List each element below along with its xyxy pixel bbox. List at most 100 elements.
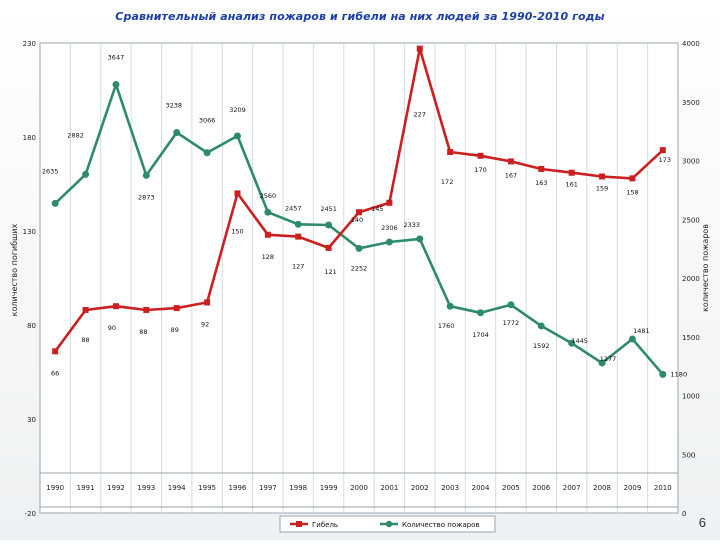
data-label: 2451: [320, 205, 337, 213]
data-point: [628, 335, 636, 343]
data-point: [264, 208, 272, 216]
data-label: 2873: [138, 193, 155, 201]
x-tick-label: 1993: [137, 484, 155, 492]
data-label: 167: [505, 171, 517, 179]
data-label: 128: [262, 253, 274, 261]
data-label: 127: [292, 263, 304, 271]
data-point: [507, 301, 515, 309]
data-point: [537, 322, 545, 330]
right-tick-label: 3000: [682, 158, 700, 166]
x-tick-label: 2000: [350, 484, 368, 492]
right-axis-label: количество пожаров: [701, 224, 710, 312]
data-point: [234, 190, 241, 197]
data-label: 145: [371, 205, 383, 213]
data-label: 150: [231, 227, 243, 235]
x-tick-label: 2006: [532, 484, 550, 492]
data-label: 170: [474, 166, 486, 174]
data-label: 1772: [503, 319, 520, 327]
data-label: 2252: [351, 264, 368, 272]
x-tick-label: 2003: [441, 484, 459, 492]
left-tick-label: 180: [23, 134, 36, 142]
data-point: [599, 173, 606, 180]
data-label: 3209: [229, 106, 246, 114]
data-label: 2306: [381, 224, 398, 232]
data-label: 172: [441, 178, 453, 186]
data-point: [143, 306, 150, 313]
data-point: [355, 244, 363, 252]
x-tick-label: 1991: [77, 484, 95, 492]
data-label: 173: [659, 156, 671, 164]
x-tick-label: 1998: [289, 484, 307, 492]
data-point: [204, 299, 211, 306]
legend-marker: [385, 520, 393, 528]
data-point: [51, 199, 59, 207]
data-label: 227: [414, 111, 426, 119]
data-point: [507, 158, 514, 165]
data-point: [142, 171, 150, 179]
data-point: [112, 80, 120, 88]
x-tick-label: 1999: [320, 484, 338, 492]
data-label: 2333: [403, 221, 420, 229]
x-tick-label: 1996: [229, 484, 247, 492]
data-point: [659, 370, 667, 378]
data-point: [295, 233, 302, 240]
data-point: [477, 309, 485, 317]
data-label: 163: [535, 179, 547, 187]
data-label: 89: [171, 326, 179, 334]
data-label: 140: [351, 216, 363, 224]
data-label: 90: [108, 324, 116, 332]
data-point: [52, 348, 59, 355]
x-tick-label: 2002: [411, 484, 429, 492]
data-label: 1180: [671, 370, 688, 378]
x-tick-label: 1997: [259, 484, 277, 492]
data-point: [82, 306, 89, 313]
x-tick-label: 2008: [593, 484, 611, 492]
left-axis-label: количество погибших: [10, 223, 19, 316]
data-label: 66: [51, 369, 59, 377]
x-tick-label: 1990: [46, 484, 64, 492]
data-label: 92: [201, 320, 209, 328]
x-tick-label: 2010: [654, 484, 672, 492]
data-point: [568, 339, 576, 347]
data-point: [82, 170, 90, 178]
data-label: 1445: [571, 337, 588, 345]
data-point: [112, 303, 119, 310]
data-point: [568, 169, 575, 176]
data-point: [325, 221, 333, 229]
chart-title: Сравнительный анализ пожаров и гибели на…: [115, 10, 605, 23]
left-tick-label: 30: [27, 416, 36, 424]
data-label: 88: [81, 336, 89, 344]
x-tick-label: 2001: [380, 484, 398, 492]
data-label: 1277: [600, 355, 617, 363]
right-tick-label: 500: [682, 451, 695, 459]
data-point: [659, 147, 666, 154]
left-tick-label: 80: [27, 322, 36, 330]
x-tick-label: 2004: [472, 484, 490, 492]
legend-marker: [296, 521, 302, 527]
data-point: [356, 209, 362, 216]
data-point: [598, 359, 606, 367]
page-number: 6: [698, 515, 706, 530]
data-label: 2635: [42, 167, 59, 175]
data-label: 1760: [438, 322, 455, 330]
data-label: 2560: [260, 192, 277, 200]
x-tick-label: 1994: [168, 484, 186, 492]
data-point: [446, 302, 454, 310]
data-label: 2882: [67, 131, 84, 139]
data-label: 159: [596, 184, 608, 192]
data-label: 1481: [633, 327, 650, 335]
data-point: [629, 175, 636, 182]
data-point: [386, 199, 393, 206]
data-point: [416, 45, 423, 52]
data-point: [477, 152, 484, 159]
x-tick-label: 2007: [563, 484, 581, 492]
data-label: 3066: [199, 117, 216, 125]
x-tick-label: 2005: [502, 484, 520, 492]
data-point: [264, 231, 271, 238]
right-tick-label: 2000: [682, 275, 700, 283]
legend-label: Гибель: [312, 521, 338, 529]
x-tick-label: 1992: [107, 484, 125, 492]
x-tick-label: 2009: [624, 484, 642, 492]
plot-area: [39, 42, 679, 514]
